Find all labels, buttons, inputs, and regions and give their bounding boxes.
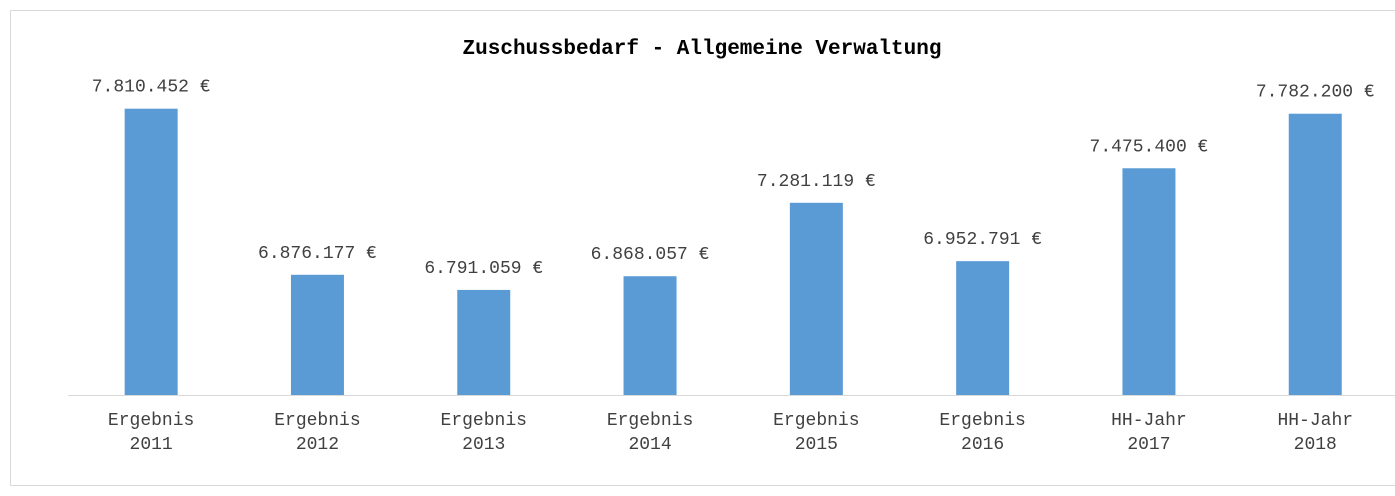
x-tick-label: HH-Jahr 2018 [1277, 411, 1354, 455]
bar [1122, 168, 1176, 395]
bar [956, 261, 1010, 395]
value-label: 6.868.057 € [591, 245, 710, 265]
bar [1288, 113, 1342, 395]
bar [290, 274, 344, 395]
value-label: 7.281.119 € [757, 172, 876, 192]
x-tick-label: Ergebnis 2012 [274, 411, 361, 455]
x-tick-label: Ergebnis 2014 [606, 411, 694, 455]
chart-title: Zuschussbedarf - Allgemeine Verwaltung [463, 38, 942, 61]
bar [789, 202, 843, 395]
x-tick-label: HH-Jahr 2017 [1111, 411, 1187, 455]
bar [623, 276, 677, 395]
value-label: 7.810.452 € [92, 78, 211, 98]
x-tick-label: Ergebnis 2015 [773, 411, 860, 455]
bar [124, 108, 178, 396]
x-tick-label: Ergebnis 2016 [939, 411, 1026, 455]
x-tick-label: Ergebnis 2013 [440, 411, 527, 455]
bar [457, 289, 511, 395]
x-tick-label: Ergebnis 2011 [107, 411, 195, 455]
value-label: 6.791.059 € [424, 259, 543, 279]
value-label: 7.475.400 € [1090, 137, 1209, 157]
value-label: 7.782.200 € [1256, 83, 1375, 103]
value-label: 6.876.177 € [258, 244, 377, 264]
value-label: 6.952.791 € [923, 230, 1042, 250]
